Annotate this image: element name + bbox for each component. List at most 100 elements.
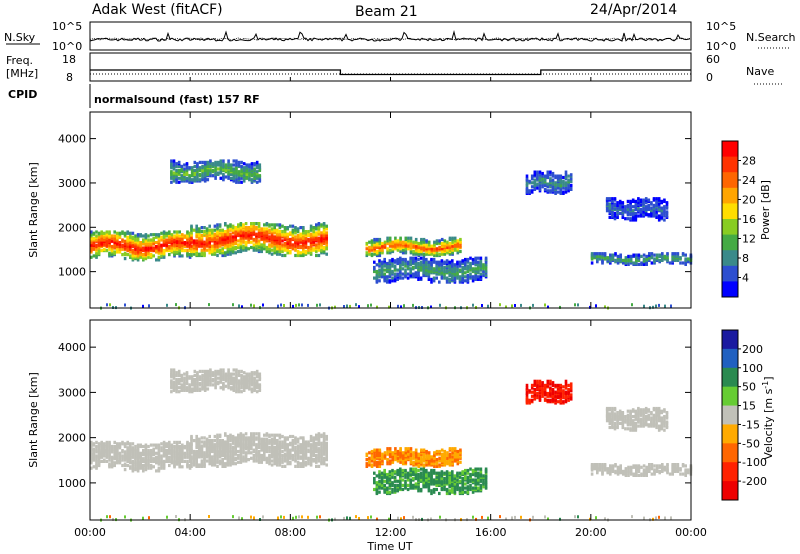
power-echo-cell bbox=[427, 260, 431, 264]
power-echo-cell bbox=[626, 207, 630, 211]
cpid-row: CPID normalsound (fast) 157 RF bbox=[8, 84, 260, 108]
velocity-echo-cell bbox=[247, 436, 250, 440]
velocity-echo-cell bbox=[368, 456, 371, 460]
power-echo-cell bbox=[123, 231, 127, 235]
velocity-echo-cell bbox=[368, 463, 371, 467]
power-echo-cell bbox=[113, 243, 116, 247]
velocity-echo-cell bbox=[265, 437, 269, 441]
power-echo-cell bbox=[244, 233, 248, 238]
power-echo-cell bbox=[440, 268, 444, 272]
power-echo-cell bbox=[609, 256, 612, 260]
power-echo-cell bbox=[195, 251, 198, 255]
velocity-echo-cell bbox=[193, 377, 197, 382]
power-echo-cell bbox=[95, 251, 98, 255]
power-echo-cell bbox=[634, 207, 638, 211]
velocity-echo-cell bbox=[456, 458, 460, 462]
power-echo-cell bbox=[276, 249, 279, 254]
power-echo-cell bbox=[129, 250, 132, 254]
velocity-echo-cell bbox=[373, 471, 376, 475]
power-echo-cell bbox=[448, 265, 451, 270]
power-echo-cell bbox=[315, 223, 318, 227]
velocity-echo-cell bbox=[252, 456, 256, 460]
velocity-echo-cell bbox=[203, 451, 206, 455]
velocity-echo-cell bbox=[205, 444, 209, 448]
velocity-echo-cell bbox=[175, 371, 178, 375]
power-echo-cell bbox=[147, 246, 150, 250]
power-echo-cell bbox=[168, 238, 171, 242]
velocity-echo-cell bbox=[250, 432, 253, 436]
velocity-echo-cell bbox=[378, 464, 382, 468]
power-echo-cell bbox=[270, 233, 274, 238]
power-echo-cell bbox=[549, 177, 552, 181]
velocity-echo-cell bbox=[208, 458, 211, 462]
power-echo-cell bbox=[175, 303, 177, 307]
power-echo-cell bbox=[309, 224, 313, 228]
power-echo-cell bbox=[221, 228, 224, 232]
velocity-echo-cell bbox=[370, 453, 374, 458]
power-echo-cell bbox=[203, 230, 206, 234]
power-echo-cell bbox=[139, 250, 142, 254]
power-echo-cell bbox=[168, 235, 171, 239]
power-echo-cell bbox=[611, 214, 614, 218]
velocity-echo-cell bbox=[134, 447, 137, 451]
velocity-echo-cell bbox=[299, 462, 302, 466]
velocity-echo-cell bbox=[209, 383, 212, 387]
velocity-echo-cell bbox=[242, 441, 245, 445]
power-echo-cell bbox=[370, 245, 374, 250]
velocity-echo-cell bbox=[144, 450, 148, 454]
velocity-echo-cell bbox=[121, 449, 124, 453]
velocity-echo-cell bbox=[218, 459, 222, 463]
power-echo-cell bbox=[391, 276, 394, 280]
power-echo-map bbox=[90, 159, 693, 310]
power-echo-cell bbox=[315, 245, 318, 250]
power-echo-cell bbox=[97, 249, 101, 253]
power-echo-cell bbox=[278, 245, 282, 250]
power-echo-cell bbox=[456, 241, 460, 246]
power-echo-cell bbox=[235, 159, 238, 163]
power-echo-cell bbox=[155, 233, 158, 237]
power-echo-cell bbox=[346, 304, 348, 308]
velocity-echo-cell bbox=[213, 439, 217, 443]
power-colorbar-swatch bbox=[722, 203, 738, 220]
velocity-echo-cell bbox=[234, 456, 237, 460]
power-echo-cell bbox=[222, 172, 225, 176]
power-colorbar-swatch bbox=[722, 219, 738, 236]
power-echo-cell bbox=[260, 245, 263, 250]
power-echo-cell bbox=[255, 239, 258, 243]
power-echo-cell bbox=[200, 248, 204, 252]
power-echo-cell bbox=[200, 230, 204, 234]
power-echo-cell bbox=[276, 232, 279, 236]
power-echo-cell bbox=[118, 231, 122, 235]
power-echo-cell bbox=[609, 258, 612, 262]
power-echo-cell bbox=[647, 203, 651, 207]
power-colorbar-swatch bbox=[722, 141, 738, 158]
power-echo-cell bbox=[622, 258, 625, 262]
power-echo-cell bbox=[320, 233, 323, 238]
power-echo-cell bbox=[229, 235, 232, 239]
velocity-echo-cell bbox=[260, 437, 263, 441]
power-echo-cell bbox=[484, 273, 488, 278]
velocity-echo-cell bbox=[139, 461, 142, 465]
power-echo-cell bbox=[309, 237, 313, 242]
velocity-echo-cell bbox=[193, 373, 197, 377]
power-echo-cell bbox=[409, 241, 413, 246]
power-echo-cell bbox=[422, 237, 426, 242]
power-echo-cell bbox=[660, 209, 664, 213]
power-echo-cell bbox=[165, 231, 168, 235]
power-echo-cell bbox=[105, 249, 109, 253]
velocity-echo-cell bbox=[391, 458, 395, 462]
velocity-echo-cell bbox=[129, 461, 132, 465]
power-echo-cell bbox=[240, 168, 243, 172]
power-echo-cell bbox=[155, 235, 158, 239]
velocity-echo-cell bbox=[320, 444, 323, 448]
power-echo-cell bbox=[121, 230, 124, 234]
velocity-echo-cell bbox=[160, 449, 163, 453]
velocity-echo-cell bbox=[320, 447, 323, 451]
power-echo-cell bbox=[637, 201, 640, 205]
power-echo-cell bbox=[652, 211, 656, 215]
power-echo-cell bbox=[596, 257, 599, 261]
velocity-echo-cell bbox=[378, 470, 381, 474]
velocity-echo-cell bbox=[219, 371, 223, 375]
velocity-echo-cell bbox=[126, 440, 129, 444]
velocity-echo-cell bbox=[152, 465, 155, 469]
